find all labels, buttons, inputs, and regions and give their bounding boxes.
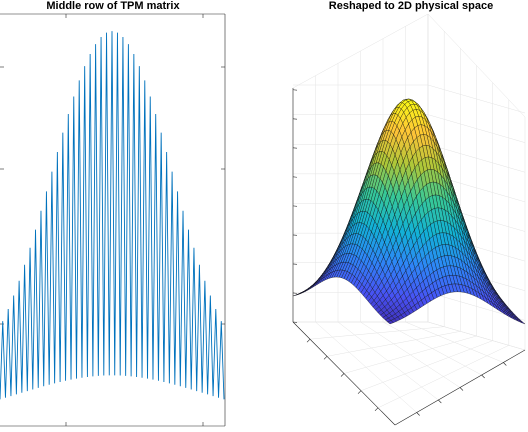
x-tick <box>357 390 362 394</box>
y-tick <box>416 412 420 416</box>
series-line <box>0 31 225 400</box>
x-tick <box>306 338 311 343</box>
grid-floor-v <box>343 335 477 374</box>
y-tick <box>459 387 464 391</box>
surface-patch <box>387 320 394 325</box>
surface-patch <box>519 320 526 325</box>
box-top-right <box>427 13 526 118</box>
grid-floor-v <box>360 340 493 391</box>
grid-floor-u <box>337 321 439 401</box>
x-tick <box>323 356 328 360</box>
left-line-chart <box>0 13 226 427</box>
left-chart-title: Middle row of TPM matrix <box>46 0 180 12</box>
grid-right-wall-h <box>427 84 526 114</box>
grid-floor-u <box>315 321 417 413</box>
right-surface-chart <box>292 13 526 426</box>
grid-floor-v <box>377 345 509 409</box>
grid-right-wall-h <box>427 114 526 143</box>
box-top-left <box>292 13 429 89</box>
x-tick <box>374 407 379 412</box>
right-chart-title: Reshaped to 2D physical space <box>329 0 493 12</box>
y-tick <box>438 399 442 404</box>
x-tick <box>340 373 345 377</box>
grid-right-wall-h <box>427 144 526 173</box>
surface <box>292 98 526 325</box>
y-tick <box>503 362 507 366</box>
y-tick <box>481 374 485 379</box>
